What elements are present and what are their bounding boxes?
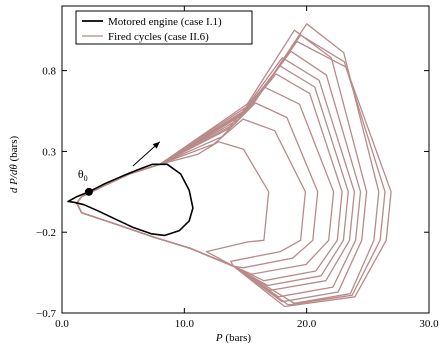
- x-tick-label-1: 0.0: [55, 318, 69, 330]
- y-axis-label: d P/dθ (bars): [8, 135, 20, 193]
- fired-cycle-9: [76, 118, 307, 267]
- annotation-layer: θ0: [78, 141, 161, 196]
- theta0-label: θ0: [78, 167, 88, 183]
- fired-cycle-7: [76, 65, 349, 287]
- y-tick-label-3: 0.3: [42, 146, 56, 158]
- legend-label-2: Fired cycles (case II.6): [108, 31, 209, 43]
- x-tick-label-2: 10.0: [175, 318, 195, 330]
- theta0-symbol: θ: [78, 167, 84, 181]
- fired-cycle-3: [76, 57, 356, 292]
- theta0-marker: [84, 187, 93, 196]
- x-tick-label-3: 20.0: [297, 318, 317, 330]
- x-axis-unit: (bars): [223, 332, 252, 344]
- y-axis-symbol: d P/dθ: [8, 164, 20, 194]
- theta0-subscript: 0: [84, 174, 88, 183]
- y-tick-label-4: 0.8: [42, 66, 56, 78]
- x-axis-symbol: P: [215, 332, 223, 344]
- plot-frame: [61, 5, 430, 314]
- fired-cycles-layer: [76, 23, 392, 308]
- y-axis-unit: (bars): [8, 135, 20, 164]
- legend-label-1: Motored engine (case I.1): [108, 16, 222, 28]
- axes-layer: 0.0 10.0 20.0 30.0−0.7−0.20.30.8P (bars)d P…: [8, 5, 439, 344]
- direction-arrow-head: [152, 141, 160, 149]
- fired-cycle-8: [76, 102, 319, 269]
- motored-curve: [67, 163, 194, 237]
- fired-cycle-12: [76, 141, 270, 267]
- legend: Motored engine (case I.1) Fired cycles (c…: [75, 10, 253, 45]
- x-axis-label: P (bars): [215, 332, 251, 344]
- x-tick-label-4: 30.0: [419, 318, 439, 330]
- legend-box: [75, 10, 253, 45]
- motored-layer: [67, 163, 194, 237]
- y-tick-label-2: −0.2: [36, 227, 56, 239]
- y-tick-label-1: −0.7: [36, 308, 56, 320]
